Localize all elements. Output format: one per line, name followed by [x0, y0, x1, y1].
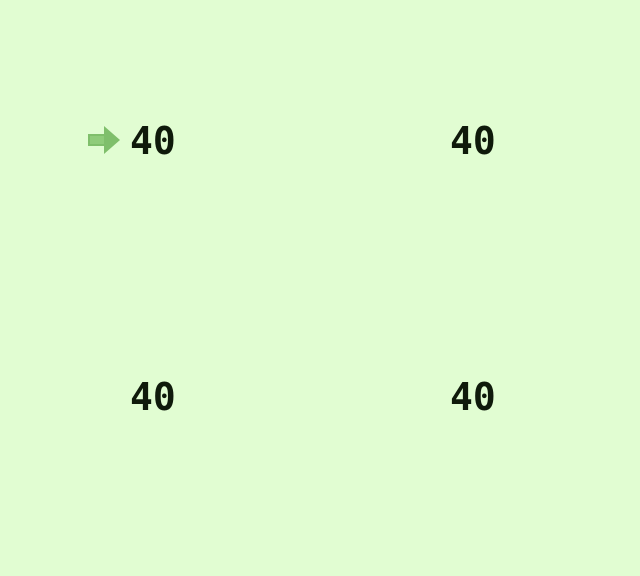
option-value: 40: [130, 375, 176, 419]
option-top-right[interactable]: 40: [450, 119, 496, 163]
option-value: 40: [450, 119, 496, 163]
option-top-left[interactable]: 40: [130, 119, 176, 163]
option-bottom-right[interactable]: 40: [450, 375, 496, 419]
option-value: 40: [130, 119, 176, 163]
option-value: 40: [450, 375, 496, 419]
option-bottom-left[interactable]: 40: [130, 375, 176, 419]
arrow-right-icon: [88, 126, 120, 154]
